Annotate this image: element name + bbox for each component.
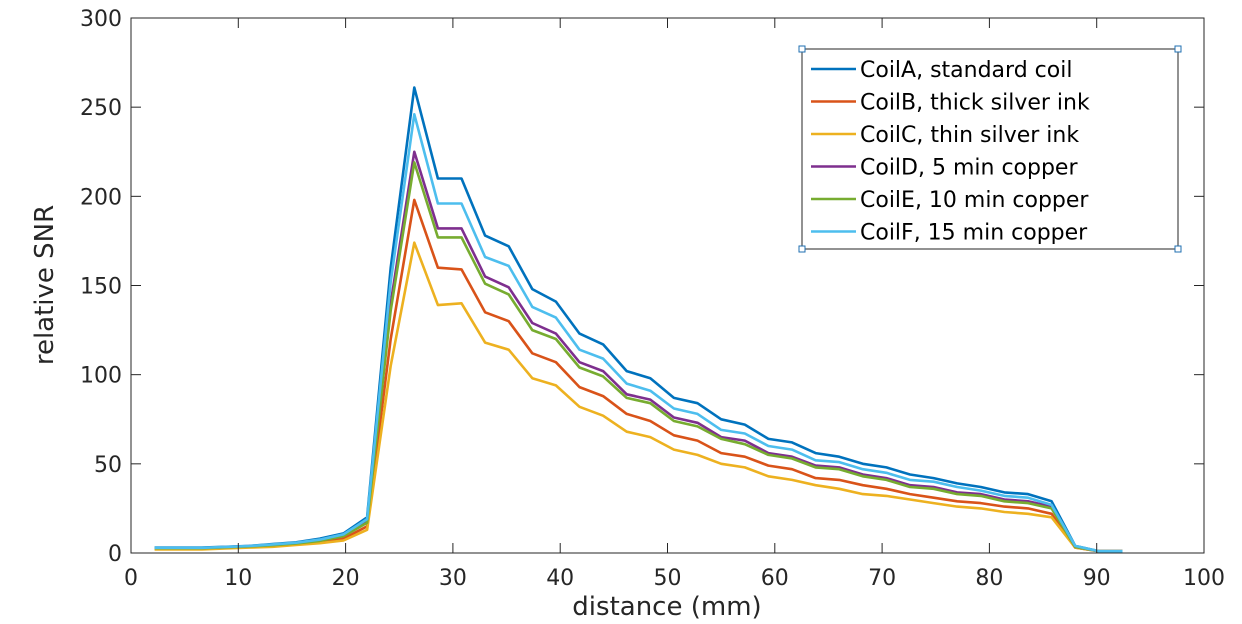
legend-label: CoilF, 15 min copper [860,221,1088,246]
legend-label: CoilA, standard coil [860,58,1072,83]
series-line-6 [154,113,1123,553]
x-tick-label: 90 [1083,566,1111,591]
series-line-3 [154,241,1123,553]
x-axis-label: distance (mm) [572,592,761,622]
x-tick-label: 30 [439,566,467,591]
y-tick-label: 250 [80,96,122,121]
x-tick-label: 100 [1183,566,1225,591]
legend[interactable]: CoilA, standard coil CoilB, thick silver … [798,45,1182,253]
legend-label: CoilB, thick silver ink [860,91,1090,116]
y-tick-label: 100 [80,364,122,389]
x-tick-label: 80 [975,566,1003,591]
legend-label: CoilE, 10 min copper [860,188,1089,213]
x-tick-label: 50 [654,566,682,591]
legend-resize-handle[interactable] [1174,45,1182,53]
y-tick-label: 50 [94,453,122,478]
x-tick-label: 70 [868,566,896,591]
y-tick-label: 150 [80,275,122,300]
legend-label: CoilC, thin silver ink [860,123,1079,148]
x-tick-label: 60 [761,566,789,591]
legend-resize-handle[interactable] [798,245,806,253]
legend-box [801,48,1179,250]
legend-resize-handle[interactable] [798,45,806,53]
y-ticks: 0 50 100 150 200 250 300 [80,7,1204,567]
series-layer [154,86,1123,553]
x-tick-label: 0 [124,566,138,591]
x-tick-label: 10 [224,566,252,591]
legend-selection-handles[interactable] [798,45,1182,253]
x-tick-label: 20 [332,566,360,591]
y-tick-label: 300 [80,7,122,32]
y-tick-label: 0 [108,542,122,567]
legend-label: CoilD, 5 min copper [860,156,1078,181]
y-tick-label: 200 [80,185,122,210]
y-axis-label: relative SNR [30,205,60,365]
legend-entries: CoilA, standard coil CoilB, thick silver … [811,58,1090,246]
x-tick-label: 40 [546,566,574,591]
x-ticks: 0 10 20 30 40 50 60 70 80 90 100 [124,18,1225,591]
legend-resize-handle[interactable] [1174,245,1182,253]
